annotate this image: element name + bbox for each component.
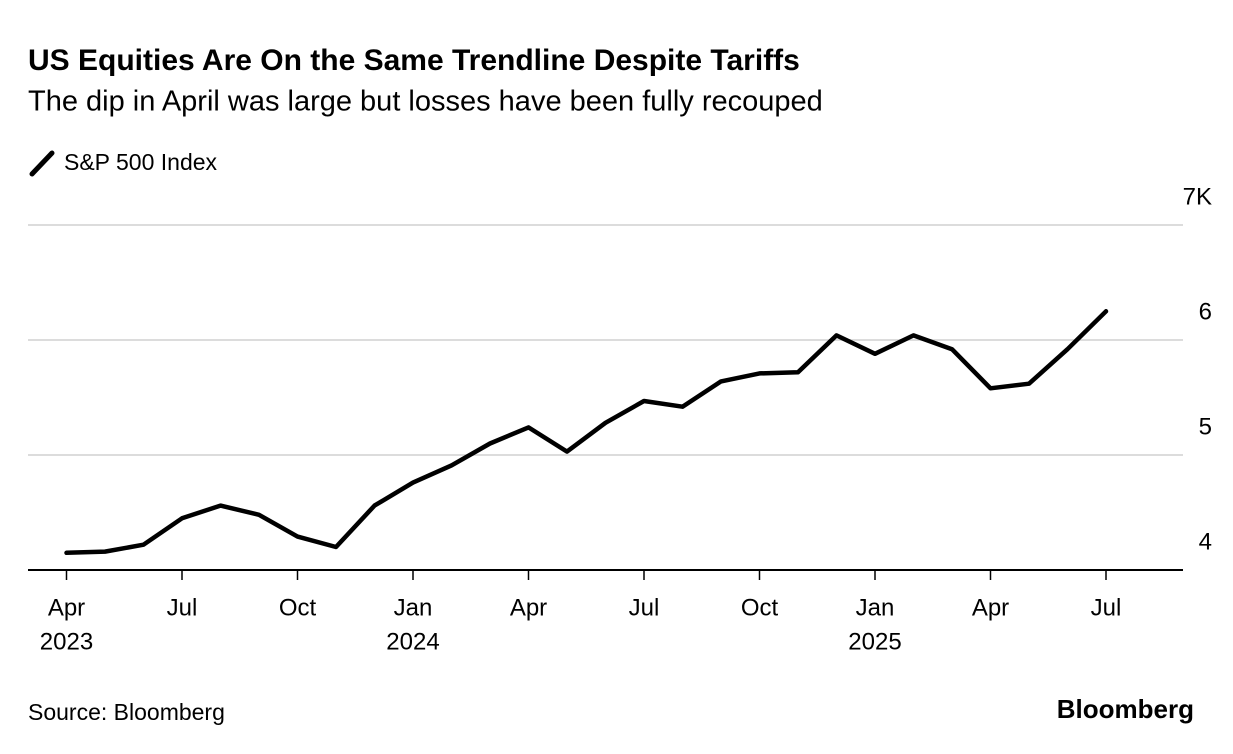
x-tick-year: 2025 bbox=[848, 628, 901, 655]
chart-subtitle: The dip in April was large but losses ha… bbox=[28, 86, 823, 118]
x-tick-label: Apr bbox=[48, 594, 85, 621]
x-tick-label: Jul bbox=[167, 594, 198, 621]
x-tick-year: 2024 bbox=[386, 628, 439, 655]
y-tick-label: 7K bbox=[1183, 183, 1212, 210]
x-tick-label: Jul bbox=[1091, 594, 1122, 621]
x-tick-label: Jan bbox=[856, 594, 895, 621]
x-tick-label: Jan bbox=[394, 594, 433, 621]
x-tick-label: Jul bbox=[629, 594, 660, 621]
legend-swatch bbox=[29, 150, 55, 177]
y-tick-label: 5 bbox=[1199, 413, 1212, 440]
x-tick-label: Oct bbox=[279, 594, 317, 621]
x-tick-label: Apr bbox=[510, 594, 547, 621]
x-tick-year: 2023 bbox=[40, 628, 93, 655]
y-tick-label: 4 bbox=[1199, 528, 1212, 555]
x-tick-label: Apr bbox=[972, 594, 1009, 621]
series-line bbox=[64, 309, 1109, 556]
source: Source: Bloomberg bbox=[28, 699, 225, 725]
x-tick-label: Oct bbox=[741, 594, 779, 621]
brand: Bloomberg bbox=[1057, 694, 1194, 724]
y-tick-label: 6 bbox=[1199, 298, 1212, 325]
chart-title: US Equities Are On the Same Trendline De… bbox=[28, 44, 800, 77]
legend-label: S&P 500 Index bbox=[64, 149, 218, 175]
